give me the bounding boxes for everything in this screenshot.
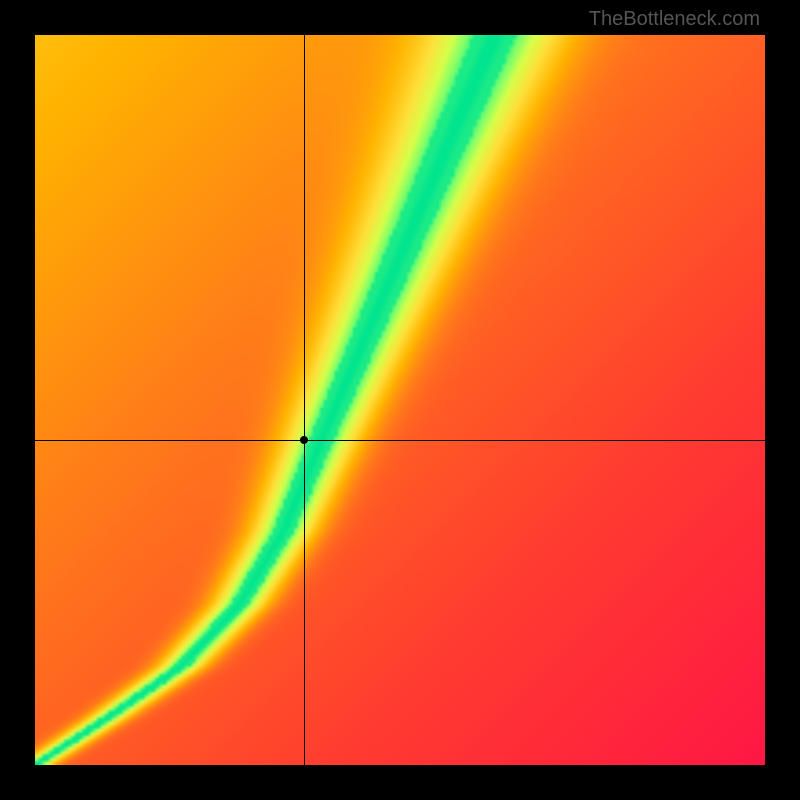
crosshair-vertical (304, 35, 305, 765)
crosshair-marker (300, 436, 308, 444)
watermark-text: TheBottleneck.com (589, 8, 760, 31)
crosshair-horizontal (35, 440, 765, 441)
plot-area (35, 35, 765, 765)
heatmap-canvas (35, 35, 765, 765)
